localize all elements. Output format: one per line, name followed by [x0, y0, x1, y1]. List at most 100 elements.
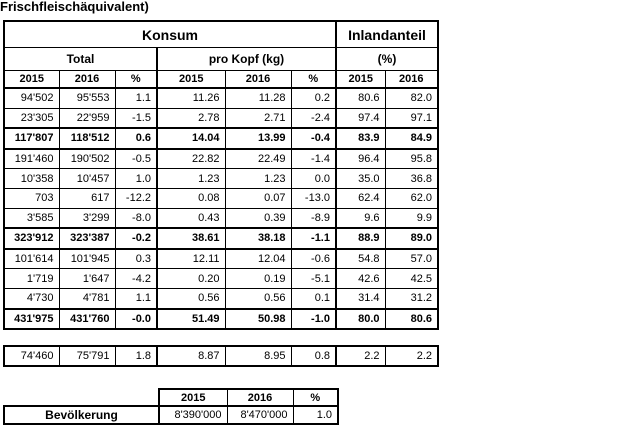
table-cell: 11.28 — [224, 87, 292, 109]
table-cell: 191'460 — [3, 148, 60, 170]
table-cell: 323'387 — [58, 227, 116, 250]
table-cell: 80.6 — [384, 307, 439, 331]
table-cell: 10'358 — [3, 168, 60, 189]
table-cell: 14.04 — [156, 127, 226, 150]
table-cell: 101'614 — [3, 248, 60, 270]
table-cell: 97.4 — [335, 107, 386, 129]
table-cell: 2.71 — [224, 107, 292, 129]
percent-header: % — [290, 70, 337, 89]
detached-row-table: 74'460 75'791 1.8 8.87 8.95 0.8 2.2 2.2 — [3, 345, 439, 367]
sub-header-row: Total pro Kopf (kg) (%) — [3, 47, 439, 71]
table-cell: 1.1 — [114, 87, 158, 109]
population-row: Bevölkerung 8'390'000 8'470'000 1.0 — [3, 405, 339, 425]
table-row: 23'305 22'959 -1.5 2.78 2.71 -2.4 97.4 9… — [3, 107, 439, 129]
table-cell: 31.4 — [335, 287, 386, 310]
table-cell: 0.8 — [290, 345, 337, 367]
table-cell: 75'791 — [58, 345, 116, 367]
table-cell: 3'585 — [3, 207, 60, 229]
table-cell: 8'390'000 — [158, 405, 228, 425]
table-cell: -0.6 — [290, 248, 337, 270]
table-cell: 118'512 — [58, 127, 116, 150]
table-cell: 2.2 — [384, 345, 439, 367]
group-header-row: Konsum Inlandanteil — [3, 20, 439, 48]
konsum-header: Konsum — [3, 20, 337, 48]
table-cell: 0.08 — [156, 187, 226, 209]
year-header: 2016 — [224, 70, 292, 89]
table-cell: 94'502 — [3, 87, 60, 109]
table-cell: 12.11 — [156, 248, 226, 270]
table-row: 94'502 95'553 1.1 11.26 11.28 0.2 80.6 8… — [3, 87, 439, 109]
percent-header: % — [292, 388, 339, 407]
table-cell: 190'502 — [58, 148, 116, 170]
percent-header: % — [114, 70, 158, 89]
table-cell: 9.9 — [384, 207, 439, 229]
table-cell: 617 — [58, 187, 116, 209]
table-cell: 23'305 — [3, 107, 60, 129]
table-cell: 38.61 — [156, 227, 226, 250]
table-cell: 0.56 — [224, 287, 292, 310]
year-header: 2015 — [158, 388, 228, 407]
table-total-row: 117'807 118'512 0.6 14.04 13.99 -0.4 83.… — [3, 127, 439, 150]
table-row: 74'460 75'791 1.8 8.87 8.95 0.8 2.2 2.2 — [3, 345, 439, 367]
table-total-row: 431'975 431'760 -0.0 51.49 50.98 -1.0 80… — [3, 307, 439, 331]
table-cell: -0.0 — [114, 307, 158, 331]
table-cell: 80.6 — [335, 87, 386, 109]
table-row: 10'358 10'457 1.0 1.23 1.23 0.0 35.0 36.… — [3, 168, 439, 189]
table-cell: 0.3 — [114, 248, 158, 270]
consumption-table: Konsum Inlandanteil Total pro Kopf (kg) … — [3, 20, 439, 331]
table-cell: -13.0 — [290, 187, 337, 209]
table-cell: 62.0 — [384, 187, 439, 209]
table-cell: 88.9 — [335, 227, 386, 250]
table-row: 191'460 190'502 -0.5 22.82 22.49 -1.4 96… — [3, 148, 439, 170]
table-cell: 89.0 — [384, 227, 439, 250]
year-header: 2015 — [156, 70, 226, 89]
table-cell: 54.8 — [335, 248, 386, 270]
total-header: Total — [3, 47, 158, 71]
table-cell: 1.23 — [224, 168, 292, 189]
table-cell: 0.07 — [224, 187, 292, 209]
table-cell: 42.6 — [335, 268, 386, 289]
table-cell: -4.2 — [114, 268, 158, 289]
table-cell: 2.2 — [335, 345, 386, 367]
table-cell: 84.9 — [384, 127, 439, 150]
year-header: 2016 — [58, 70, 116, 89]
year-header: 2016 — [226, 388, 294, 407]
table-cell: 82.0 — [384, 87, 439, 109]
table-cell: -8.9 — [290, 207, 337, 229]
table-cell: 0.19 — [224, 268, 292, 289]
table-cell: -5.1 — [290, 268, 337, 289]
inlandanteil-header: Inlandanteil — [335, 20, 439, 48]
table-row: 3'585 3'299 -8.0 0.43 0.39 -8.9 9.6 9.9 — [3, 207, 439, 229]
year-header: 2015 — [335, 70, 386, 89]
table-cell: 57.0 — [384, 248, 439, 270]
table-cell: 74'460 — [3, 345, 60, 367]
table-row: 101'614 101'945 0.3 12.11 12.04 -0.6 54.… — [3, 248, 439, 270]
table-cell: -8.0 — [114, 207, 158, 229]
table-cell: -1.4 — [290, 148, 337, 170]
table-cell: -2.4 — [290, 107, 337, 129]
page-title-fragment: Frischfleischäquivalent) — [0, 0, 149, 14]
table-cell: 97.1 — [384, 107, 439, 129]
table-cell: -0.5 — [114, 148, 158, 170]
table-row: 703 617 -12.2 0.08 0.07 -13.0 62.4 62.0 — [3, 187, 439, 209]
year-header: 2016 — [384, 70, 439, 89]
table-cell: -0.4 — [290, 127, 337, 150]
table-cell: 0.56 — [156, 287, 226, 310]
table-cell: 8'470'000 — [226, 405, 294, 425]
table-cell: 323'912 — [3, 227, 60, 250]
table-cell: -12.2 — [114, 187, 158, 209]
table-cell: 36.8 — [384, 168, 439, 189]
population-label: Bevölkerung — [3, 405, 160, 425]
table-cell: 80.0 — [335, 307, 386, 331]
table-cell: 35.0 — [335, 168, 386, 189]
table-cell: 1'647 — [58, 268, 116, 289]
inland-unit-header: (%) — [335, 47, 439, 71]
table-cell: 95.8 — [384, 148, 439, 170]
table-cell: 0.39 — [224, 207, 292, 229]
table-cell: 101'945 — [58, 248, 116, 270]
population-header-row: 2015 2016 % — [4, 388, 339, 407]
table-cell: 1.0 — [114, 168, 158, 189]
year-header: 2015 — [3, 70, 60, 89]
table-cell: 31.2 — [384, 287, 439, 310]
table-row: 4'730 4'781 1.1 0.56 0.56 0.1 31.4 31.2 — [3, 287, 439, 310]
